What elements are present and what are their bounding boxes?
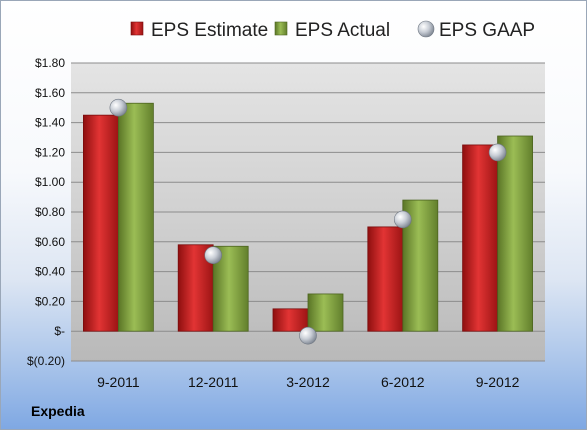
legend: EPS Estimate EPS Actual EPS GAAP <box>130 20 535 41</box>
x-category-label: 9-2012 <box>476 374 520 390</box>
legend-swatch-eps-estimate <box>130 21 144 36</box>
x-category-label: 3-2012 <box>286 374 330 390</box>
y-tick-label: $0.60 <box>35 235 65 249</box>
y-tick-label: $1.20 <box>35 145 65 159</box>
y-tick-label: $(0.20) <box>27 354 65 368</box>
gaap-marker-12-2011 <box>204 246 222 265</box>
x-axis-categories: 9-2011 12-2011 3-2012 6-2012 9-2012 <box>97 374 519 390</box>
legend-label-eps-estimate: EPS Estimate <box>151 20 268 41</box>
gaap-markers <box>109 98 507 345</box>
gaap-marker-9-2011 <box>109 98 128 117</box>
legend-label-eps-gaap: EPS GAAP <box>439 20 535 41</box>
x-category-label: 6-2012 <box>381 374 425 390</box>
y-tick-label: $0.20 <box>35 294 65 308</box>
y-tick-label: $- <box>54 324 65 338</box>
bar-eps-estimate-9-2012 <box>462 144 499 332</box>
bar-eps-estimate-6-2012 <box>367 226 404 332</box>
gaap-marker-3-2012 <box>299 326 317 345</box>
bar-eps-actual-3-2012 <box>307 293 344 332</box>
y-tick-label: $0.40 <box>35 265 65 279</box>
bar-eps-estimate-3-2012 <box>272 308 309 332</box>
legend-swatch-eps-gaap <box>417 20 435 38</box>
legend-swatch-eps-actual <box>274 21 288 36</box>
y-tick-label: $1.80 <box>35 56 65 70</box>
x-category-label: 9-2011 <box>97 374 140 390</box>
y-tick-label: $1.00 <box>35 175 65 189</box>
y-axis-ticks: $1.80 $1.60 $1.40 $1.20 $1.00 $0.80 $0.60 $0.40… <box>27 56 65 368</box>
y-tick-label: $1.40 <box>35 116 65 130</box>
legend-label-eps-actual: EPS Actual <box>295 20 390 41</box>
x-category-label: 12-2011 <box>188 374 239 390</box>
bars <box>83 102 534 332</box>
company-name: Expedia <box>31 403 85 419</box>
bar-eps-estimate-9-2011 <box>83 114 119 332</box>
y-tick-label: $0.80 <box>35 205 65 219</box>
gaap-marker-9-2012 <box>488 143 507 162</box>
bar-eps-actual-9-2011 <box>118 102 154 332</box>
gaap-marker-6-2012 <box>393 210 412 229</box>
bar-eps-actual-9-2012 <box>497 135 534 332</box>
y-tick-label: $1.60 <box>35 86 65 100</box>
